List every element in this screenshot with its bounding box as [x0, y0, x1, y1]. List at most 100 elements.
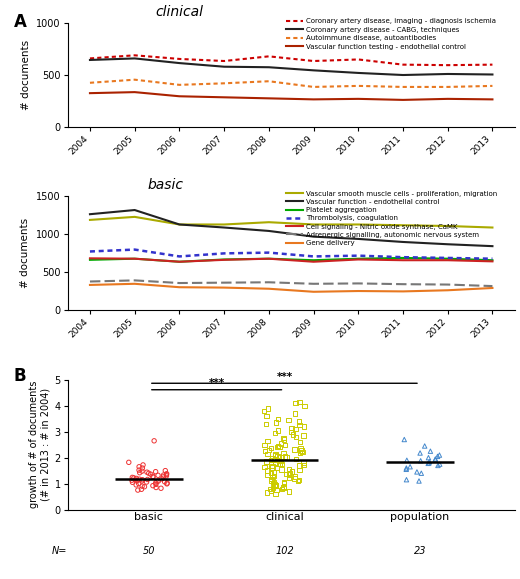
Point [277, 456, 285, 466]
Point [140, 482, 149, 492]
Point [157, 483, 165, 493]
Point [262, 419, 270, 428]
Point [268, 461, 277, 471]
Point [274, 426, 282, 435]
Point [139, 460, 147, 470]
Point [264, 404, 272, 413]
Point [267, 475, 276, 484]
Point [150, 436, 158, 445]
Text: ***: *** [276, 372, 292, 382]
Point [281, 441, 289, 450]
Point [287, 427, 295, 437]
Point [136, 468, 144, 477]
Point [425, 457, 434, 466]
Point [299, 458, 307, 467]
Point [135, 462, 144, 471]
Point [128, 472, 136, 482]
Point [285, 473, 293, 482]
Point [285, 468, 294, 478]
Point [264, 449, 272, 459]
Point [292, 433, 300, 442]
Text: basic: basic [148, 178, 184, 192]
Point [263, 488, 271, 497]
Point [426, 446, 435, 456]
Point [402, 465, 410, 474]
Text: clinical: clinical [155, 5, 203, 19]
Point [267, 443, 275, 452]
Point [425, 458, 433, 467]
Point [269, 483, 277, 493]
Point [271, 489, 280, 499]
Point [291, 409, 300, 418]
Point [158, 474, 166, 483]
Point [275, 453, 283, 462]
Legend: Vascular smooth muscle cells - proliferation, migration, Vascular function - end: Vascular smooth muscle cells - prolifera… [285, 190, 497, 246]
Point [260, 406, 268, 416]
Text: ***: *** [209, 379, 225, 389]
Point [159, 472, 167, 482]
Point [264, 471, 272, 480]
Point [145, 468, 153, 478]
Point [272, 485, 281, 494]
Point [262, 412, 270, 421]
Legend: Coronary artery disease, imaging - diagnosis ischemia, Coronary artery disease -: Coronary artery disease, imaging - diagn… [285, 19, 496, 50]
Point [133, 476, 141, 485]
Point [292, 398, 300, 408]
Text: N=: N= [52, 546, 68, 556]
Text: B: B [14, 367, 27, 385]
Point [268, 478, 277, 488]
Point [280, 448, 288, 457]
Point [402, 456, 411, 465]
Point [284, 416, 293, 425]
Point [152, 480, 160, 489]
Point [263, 466, 271, 475]
Point [285, 470, 293, 479]
Point [285, 464, 293, 474]
Y-axis label: # documents: # documents [20, 218, 31, 288]
Point [282, 470, 290, 479]
Point [163, 469, 171, 478]
Point [270, 471, 278, 481]
Point [134, 485, 142, 494]
Point [275, 459, 283, 468]
Point [267, 476, 276, 485]
Point [417, 456, 425, 466]
Point [400, 435, 408, 444]
Point [129, 473, 138, 482]
Point [271, 458, 279, 467]
Point [295, 475, 303, 485]
Point [290, 445, 298, 454]
Point [262, 457, 270, 466]
Point [149, 472, 157, 482]
Point [272, 463, 281, 472]
Text: 50: 50 [142, 546, 155, 556]
Text: 102: 102 [275, 546, 294, 556]
Point [271, 450, 280, 459]
Point [142, 478, 151, 487]
Point [415, 477, 423, 486]
Text: A: A [14, 13, 27, 31]
Point [416, 448, 424, 457]
Point [153, 477, 161, 486]
Point [270, 480, 279, 489]
Point [147, 470, 155, 479]
Point [135, 475, 144, 484]
Point [128, 475, 136, 485]
Point [297, 446, 306, 455]
Point [267, 486, 276, 496]
Point [291, 472, 299, 481]
Point [413, 467, 421, 477]
Point [295, 461, 304, 470]
Point [261, 440, 269, 449]
Point [295, 417, 303, 426]
Point [279, 482, 288, 492]
Point [279, 483, 288, 492]
Point [135, 466, 143, 475]
Point [431, 455, 439, 464]
Point [433, 452, 441, 461]
Point [149, 481, 157, 490]
Point [424, 459, 432, 468]
Point [402, 475, 411, 485]
Point [264, 436, 272, 445]
Point [270, 482, 279, 491]
